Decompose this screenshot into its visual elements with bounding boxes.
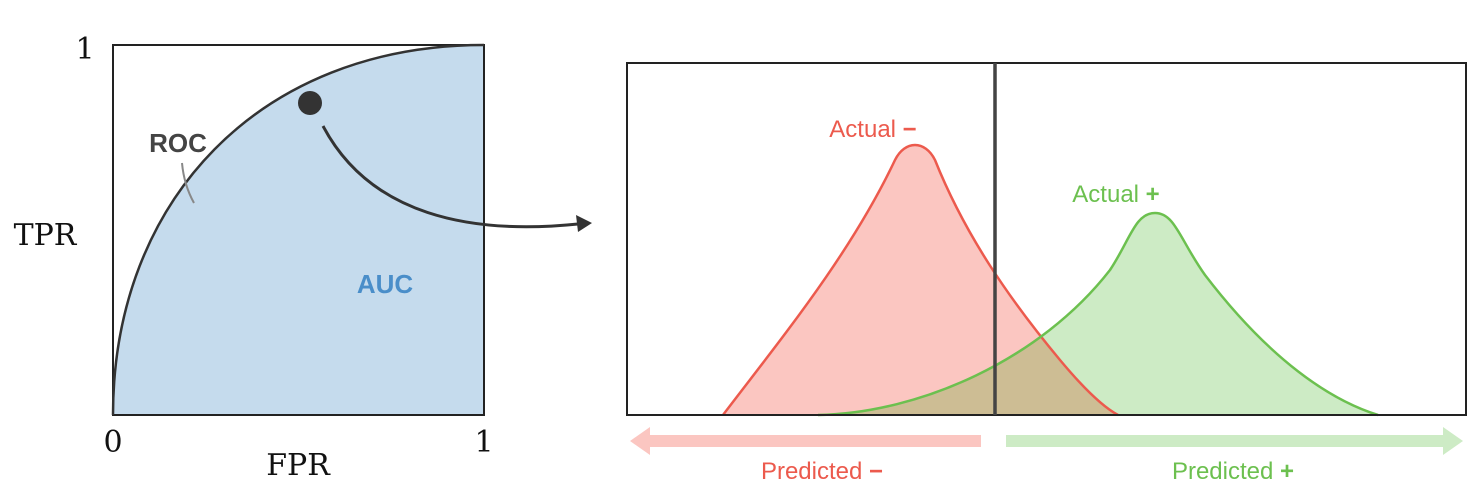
x-max-tick: 1 (474, 425, 493, 460)
connector-arrow-line (321, 125, 579, 229)
actual-positive-sign: + (1146, 181, 1160, 208)
actual-positive-text: Actual (1072, 181, 1139, 208)
predicted-positive-sign: + (1280, 458, 1294, 485)
connector-arrow-head (576, 215, 592, 232)
x-min-tick: 0 (103, 425, 122, 460)
distribution-panel: Actual − Actual + Predicted − Predicted … (626, 62, 1467, 485)
auc-area (113, 45, 484, 415)
roc-curve-label: ROC (149, 128, 207, 158)
predicted-negative-arrow-head (630, 427, 650, 455)
predicted-negative-arrow (630, 427, 981, 455)
connector-arrow (321, 125, 592, 232)
positive-distribution-curve (817, 211, 1379, 417)
actual-positive-label: Actual + (1072, 181, 1159, 208)
predicted-positive-text: Predicted (1172, 458, 1273, 485)
predicted-negative-text: Predicted (761, 458, 862, 485)
roc-plot-frame (112, 44, 485, 416)
predicted-positive-arrow (1006, 427, 1463, 455)
roc-panel: ROC AUC 1 0 1 TPR FPR (14, 32, 494, 483)
distribution-plot-frame (626, 62, 1467, 416)
actual-negative-label: Actual − (829, 116, 916, 143)
predicted-negative-arrow-bar (645, 435, 981, 447)
predicted-negative-sign: − (869, 458, 883, 485)
negative-distribution-fill (723, 145, 1118, 415)
y-max-tick: 1 (75, 32, 94, 67)
predicted-positive-arrow-bar (1006, 435, 1446, 447)
predicted-positive-arrow-head (1443, 427, 1463, 455)
actual-negative-text: Actual (829, 116, 896, 143)
operating-point (298, 91, 322, 115)
actual-negative-sign: − (903, 116, 917, 143)
roc-label-leader (181, 162, 195, 204)
roc-curve (111, 43, 485, 416)
predicted-positive-label: Predicted + (1172, 458, 1294, 485)
auc-label: AUC (357, 269, 414, 299)
negative-distribution-curve (722, 143, 1119, 417)
y-axis-label: TPR (14, 218, 78, 253)
x-axis-label: FPR (266, 448, 331, 483)
predicted-negative-label: Predicted − (761, 458, 883, 485)
positive-distribution-fill (818, 213, 1378, 415)
